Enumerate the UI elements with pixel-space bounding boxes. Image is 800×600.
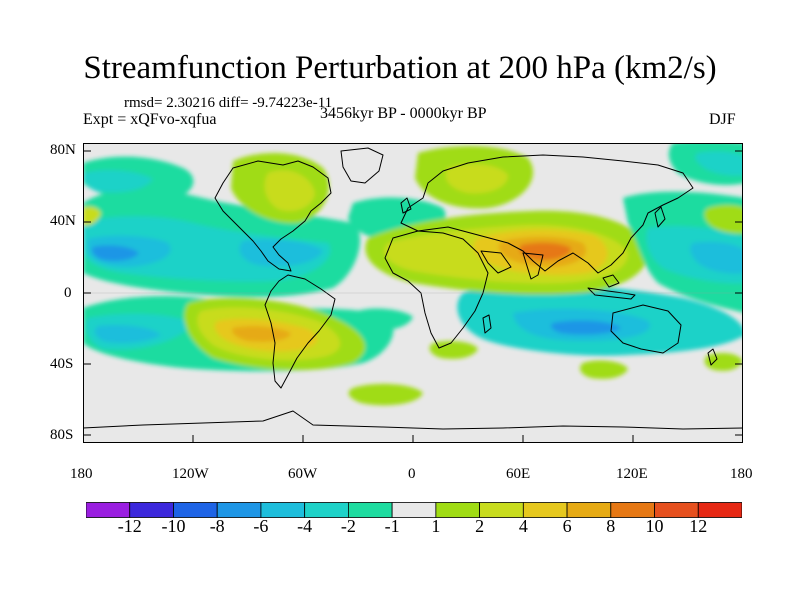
period-label: 3456kyr BP - 0000kyr BP [320, 105, 487, 122]
map-panel [83, 143, 743, 443]
lat-tick-0: 0 [64, 285, 72, 301]
colorbar-swatch-14 [697, 502, 742, 518]
colorbar-label: 1 [431, 516, 441, 536]
colorbar [86, 502, 742, 518]
colorbar-label: 4 [518, 516, 528, 536]
lat-tick-80n: 80N [50, 142, 76, 158]
lon-tick-0: 0 [408, 466, 416, 482]
coastlines [83, 147, 743, 430]
colorbar-label: -12 [117, 516, 142, 536]
colorbar-label: -10 [161, 516, 186, 536]
lat-tick-80s: 80S [50, 427, 74, 443]
lon-tick-120w: 120W [172, 466, 209, 482]
lat-tick-40n: 40N [50, 213, 76, 229]
colorbar-label: -4 [297, 516, 313, 536]
colorbar-label: -6 [253, 516, 269, 536]
colorbar-label: 6 [562, 516, 572, 536]
colorbar-label: -8 [209, 516, 225, 536]
lon-tick-180w: 180 [70, 466, 93, 482]
lon-tick-120e: 120E [616, 466, 648, 482]
contour-fill [83, 143, 743, 406]
tick-marks [83, 150, 743, 443]
colorbar-label: 2 [475, 516, 485, 536]
lon-tick-60w: 60W [288, 466, 318, 482]
season-label: DJF [709, 111, 736, 128]
stats-label: rmsd= 2.30216 diff= -9.74223e-11 [124, 95, 333, 111]
colorbar-label: 10 [645, 516, 664, 536]
colorbar-label: -1 [384, 516, 400, 536]
lon-tick-180e: 180 [730, 466, 753, 482]
colorbar-label: -2 [340, 516, 356, 536]
lon-tick-60e: 60E [506, 466, 531, 482]
lat-tick-40s: 40S [50, 356, 74, 372]
plot-title: Streamfunction Perturbation at 200 hPa (… [83, 50, 717, 86]
colorbar-label: 12 [689, 516, 708, 536]
colorbar-label: 8 [606, 516, 616, 536]
experiment-label: Expt = xQFvo-xqfua [83, 111, 217, 128]
